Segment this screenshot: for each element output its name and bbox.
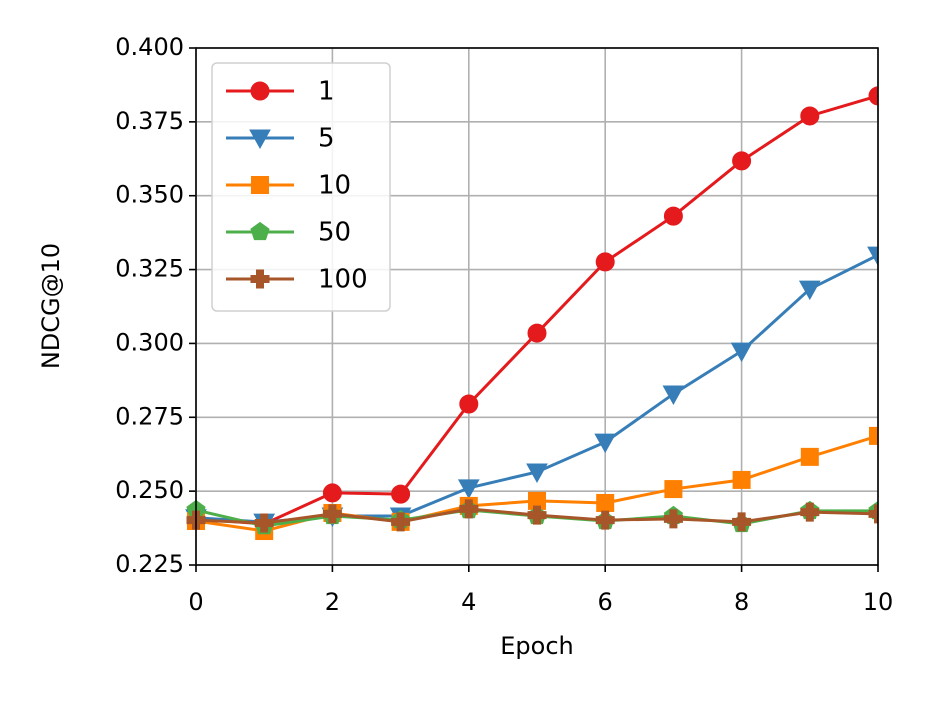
marker — [869, 426, 878, 445]
marker — [800, 447, 819, 466]
x-tick-label: 8 — [734, 588, 749, 616]
y-tick-label: 0.350 — [115, 181, 184, 209]
marker — [595, 252, 615, 272]
marker — [459, 499, 479, 519]
legend-label: 5 — [318, 124, 335, 154]
legend-label: 10 — [318, 171, 351, 201]
y-tick-label: 0.400 — [115, 33, 184, 61]
x-tick-label: 4 — [461, 588, 476, 616]
marker — [664, 480, 683, 499]
marker — [322, 504, 342, 524]
y-tick-label: 0.300 — [115, 328, 184, 356]
y-tick-label: 0.275 — [115, 402, 184, 430]
x-tick-label: 2 — [325, 588, 340, 616]
y-tick-label: 0.250 — [115, 476, 184, 504]
marker — [459, 394, 479, 414]
marker — [663, 206, 683, 226]
marker — [800, 502, 820, 522]
y-tick-label: 0.375 — [115, 107, 184, 135]
legend-marker — [250, 221, 270, 241]
marker — [322, 483, 342, 503]
marker — [868, 86, 878, 106]
legend-box — [211, 62, 391, 312]
legend-marker — [249, 129, 271, 150]
legend-label: 1 — [318, 77, 335, 107]
marker — [596, 493, 615, 512]
marker — [730, 342, 753, 363]
x-tick-label: 10 — [863, 588, 894, 616]
marker — [254, 513, 274, 533]
x-axis-label: Epoch — [500, 632, 574, 660]
marker — [798, 280, 821, 301]
marker — [800, 106, 820, 126]
marker — [732, 470, 751, 489]
marker — [526, 463, 548, 483]
x-tick-label: 0 — [188, 588, 203, 616]
marker — [732, 151, 752, 171]
marker — [457, 479, 480, 499]
legend-marker — [250, 81, 270, 101]
marker — [391, 512, 411, 532]
plot-frame — [195, 47, 879, 566]
marker — [527, 505, 547, 525]
marker — [662, 385, 685, 405]
marker — [732, 512, 752, 532]
legend-marker — [250, 269, 270, 289]
marker — [868, 504, 878, 524]
y-axis-label: NDCG@10 — [37, 243, 65, 369]
legend-label: 100 — [318, 265, 368, 295]
marker — [391, 484, 411, 504]
marker — [527, 323, 547, 343]
marker — [594, 433, 617, 454]
legend-label: 50 — [318, 218, 351, 248]
marker — [595, 510, 615, 530]
x-tick-label: 6 — [598, 588, 613, 616]
marker — [663, 509, 683, 529]
y-tick-label: 0.225 — [115, 550, 184, 578]
y-tick-label: 0.325 — [115, 255, 184, 283]
legend-marker — [251, 176, 269, 194]
marker — [867, 246, 878, 267]
